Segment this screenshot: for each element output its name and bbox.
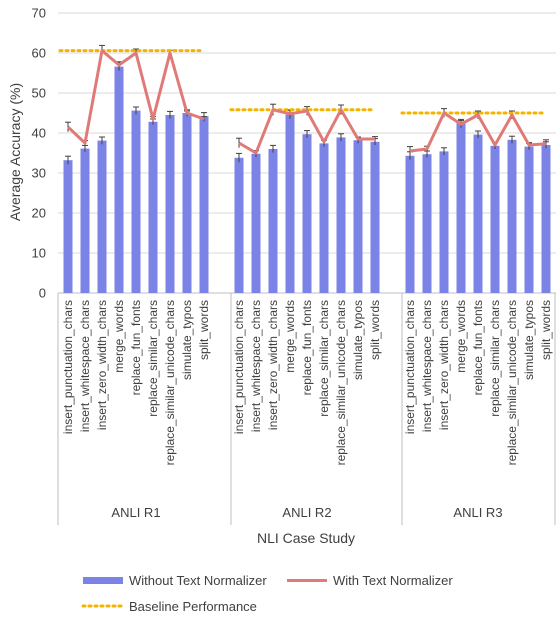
bar-without-normalizer [80, 148, 90, 293]
bar-without-normalizer [268, 149, 278, 293]
category-tick-label: simulate_typos [180, 300, 194, 380]
y-tick-label: 70 [32, 6, 46, 21]
y-tick-label: 20 [32, 206, 46, 221]
bar-without-normalizer [114, 66, 124, 293]
bar-without-normalizer [319, 143, 329, 293]
bar-without-normalizer [370, 141, 380, 293]
category-tick-label: merge_words [454, 300, 468, 373]
category-tick-label: replace_similar_unicode_chars [505, 300, 519, 465]
bar-without-normalizer [507, 139, 517, 293]
category-tick-label: replace_similar_chars [317, 300, 331, 417]
category-tick-label: replace_fun_fonts [471, 300, 485, 395]
with-normalizer-line [238, 108, 375, 155]
bar-without-normalizer [422, 154, 432, 293]
category-tick-label: insert_whitespace_chars [249, 300, 263, 432]
with-normalizer-line [409, 111, 547, 153]
y-tick-label: 50 [32, 86, 46, 101]
bar-without-normalizer [234, 157, 244, 293]
category-tick-label: split_words [539, 300, 553, 360]
legend-swatch-without [83, 577, 123, 584]
group-label: ANLI R1 [111, 505, 160, 520]
category-tick-label: simulate_typos [351, 300, 365, 380]
bar-without-normalizer [456, 123, 466, 293]
bar-without-normalizer [148, 121, 158, 293]
y-tick-label: 10 [32, 246, 46, 261]
category-tick-label: replace_similar_chars [488, 300, 502, 417]
bar-without-normalizer [199, 116, 209, 293]
bar-without-normalizer [353, 140, 363, 293]
bar-without-normalizer [541, 145, 551, 293]
category-tick-label: replace_similar_unicode_chars [163, 300, 177, 465]
bar-without-normalizer [285, 114, 295, 293]
group-label: ANLI R2 [282, 505, 331, 520]
category-tick-label: replace_similar_unicode_chars [334, 300, 348, 465]
category-tick-label: insert_zero_width_chars [437, 300, 451, 430]
category-tick-label: replace_fun_fonts [300, 300, 314, 395]
category-tick-label: insert_punctuation_chars [232, 300, 246, 434]
category-tick-label: insert_whitespace_chars [420, 300, 434, 432]
bar-without-normalizer [131, 110, 141, 293]
category-tick-label: insert_whitespace_chars [78, 300, 92, 432]
y-axis-title: Average Accuracy (%) [7, 83, 23, 221]
y-tick-label: 60 [32, 46, 46, 61]
bar-without-normalizer [524, 146, 534, 293]
category-tick-label: insert_zero_width_chars [266, 300, 280, 430]
category-tick-label: insert_punctuation_chars [61, 300, 75, 434]
bar-without-normalizer [182, 113, 192, 293]
y-tick-label: 30 [32, 166, 46, 181]
legend-label-baseline: Baseline Performance [129, 599, 257, 614]
y-tick-label: 0 [39, 286, 46, 301]
bar-without-normalizer [302, 134, 312, 293]
bar-without-normalizer [473, 134, 483, 293]
bar-without-normalizer [63, 160, 73, 293]
bar-without-normalizer [251, 153, 261, 293]
bar-without-normalizer [97, 140, 107, 293]
bar-without-normalizer [490, 145, 500, 293]
legend-label-with: With Text Normalizer [333, 573, 453, 588]
x-axis-title: NLI Case Study [257, 530, 355, 546]
bar-without-normalizer [439, 151, 449, 293]
y-tick-label: 40 [32, 126, 46, 141]
category-tick-label: replace_similar_chars [146, 300, 160, 417]
category-tick-label: simulate_typos [522, 300, 536, 380]
category-tick-label: split_words [368, 300, 382, 360]
category-tick-label: merge_words [283, 300, 297, 373]
bar-without-normalizer [405, 155, 415, 293]
category-tick-label: replace_fun_fonts [129, 300, 143, 395]
group-label: ANLI R3 [453, 505, 502, 520]
category-tick-label: split_words [197, 300, 211, 360]
bar-without-normalizer [165, 115, 175, 293]
bar-without-normalizer [336, 137, 346, 293]
category-tick-label: insert_punctuation_chars [403, 300, 417, 434]
category-tick-label: insert_zero_width_chars [95, 300, 109, 430]
legend-label-without: Without Text Normalizer [129, 573, 267, 588]
with-normalizer-line [66, 49, 205, 145]
category-tick-label: merge_words [112, 300, 126, 373]
